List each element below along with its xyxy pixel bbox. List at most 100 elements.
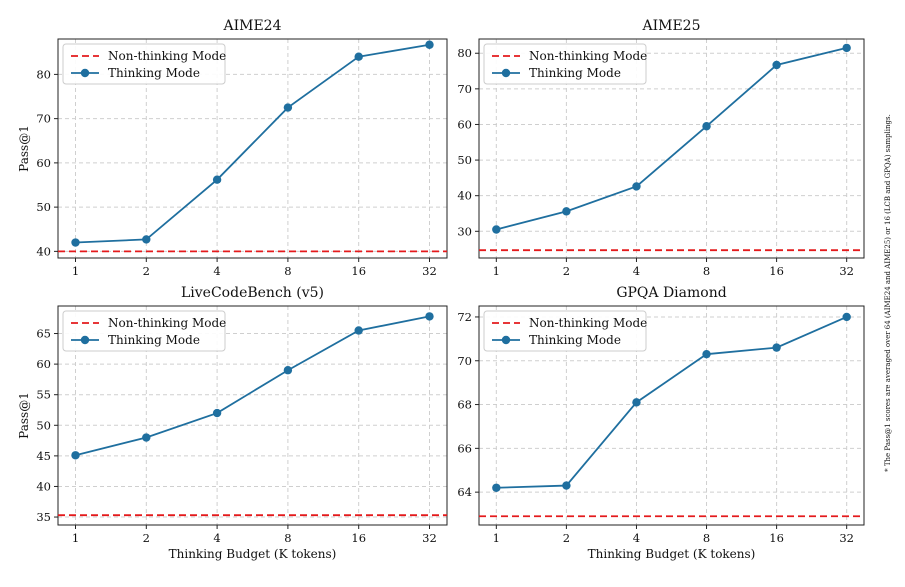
- y-tick-label: 60: [457, 117, 472, 131]
- y-tick-label: 40: [36, 479, 51, 493]
- thinking-mode-point: [71, 451, 80, 460]
- x-tick-label: 16: [351, 531, 366, 545]
- legend-swatch-marker: [80, 335, 90, 345]
- x-tick-label: 4: [633, 264, 640, 278]
- legend-label: Thinking Mode: [529, 333, 621, 347]
- thinking-mode-point: [492, 225, 501, 234]
- x-tick-label: 32: [839, 531, 854, 545]
- x-tick-label: 1: [72, 264, 79, 278]
- x-tick-label: 4: [633, 531, 640, 545]
- chart-panel-2: 1 2 4 8 16 32 30 40 50 60 70 80 AIME25 Non-thinking M…: [457, 18, 865, 278]
- plot-frame: [57, 305, 448, 526]
- thinking-mode-point: [354, 326, 363, 335]
- x-tick-label: 4: [213, 264, 220, 278]
- thinking-mode-point: [562, 207, 571, 216]
- x-tick-label: 1: [493, 531, 500, 545]
- legend-label: Non-thinking Mode: [529, 49, 647, 63]
- y-tick-label: 72: [457, 310, 472, 324]
- legend-swatch-marker: [501, 335, 511, 345]
- legend-label: Thinking Mode: [108, 333, 200, 347]
- x-tick-label: 32: [839, 264, 854, 278]
- chart-title: LiveCodeBench (v5): [181, 285, 324, 301]
- chart-panel-1: 1 2 4 8 16 32 40 50 60 70 80 AIME24 Pass@1 Non-thinki…: [17, 18, 448, 278]
- thinking-mode-point: [425, 312, 434, 321]
- y-tick-label: 80: [36, 67, 51, 81]
- legend: Non-thinking Mode Thinking Mode: [62, 43, 226, 85]
- thinking-mode-line: [75, 43, 430, 244]
- footnote: * The Pass@1 scores are averaged over 64…: [884, 114, 892, 472]
- thinking-mode-point: [632, 398, 641, 407]
- thinking-mode-point: [354, 52, 363, 61]
- thinking-mode-point: [772, 60, 781, 70]
- thinking-mode-point: [702, 349, 711, 359]
- x-tick-label: 8: [703, 264, 710, 278]
- y-axis-label: Pass@1: [17, 125, 31, 172]
- thinking-mode-point: [842, 43, 851, 53]
- y-tick-label: 70: [457, 354, 472, 368]
- y-tick-label: 45: [36, 449, 51, 463]
- plot-frame: [478, 38, 865, 259]
- x-tick-label: 16: [351, 264, 366, 278]
- legend: Non-thinking Mode Thinking Mode: [483, 310, 647, 352]
- chart-title: GPQA Diamond: [616, 285, 726, 301]
- x-tick-label: 16: [769, 531, 784, 545]
- y-tick-label: 64: [457, 485, 472, 499]
- y-tick-label: 60: [36, 357, 51, 371]
- thinking-mode-point: [842, 312, 851, 322]
- thinking-mode-line: [496, 47, 847, 231]
- legend-box: [483, 43, 647, 85]
- y-tick-label: 70: [36, 112, 51, 126]
- plot-frame: [478, 305, 865, 526]
- y-tick-label: 66: [457, 441, 472, 455]
- thinking-mode-line: [496, 316, 848, 489]
- legend: Non-thinking Mode Thinking Mode: [62, 310, 226, 352]
- x-tick-label: 1: [72, 531, 79, 545]
- y-tick-label: 70: [457, 82, 472, 96]
- x-tick-label: 16: [769, 264, 784, 278]
- x-tick-label: 32: [422, 264, 437, 278]
- legend-label: Thinking Mode: [529, 66, 621, 80]
- x-axis-label: Thinking Budget (K tokens): [169, 547, 337, 561]
- y-tick-label: 50: [457, 153, 472, 167]
- legend-swatch-marker: [80, 68, 90, 78]
- legend-label: Non-thinking Mode: [108, 316, 226, 330]
- thinking-mode-point: [142, 235, 151, 244]
- thinking-mode-point: [562, 481, 571, 490]
- thinking-mode-point: [425, 40, 434, 49]
- x-tick-label: 8: [703, 531, 710, 545]
- thinking-mode-point: [702, 122, 711, 131]
- thinking-mode-point: [212, 175, 222, 184]
- y-tick-label: 55: [36, 388, 51, 402]
- x-tick-label: 2: [563, 531, 570, 545]
- legend-box: [62, 43, 226, 85]
- x-tick-label: 8: [284, 264, 291, 278]
- legend-box: [62, 310, 226, 352]
- y-tick-label: 40: [457, 189, 472, 203]
- plot-frame: [57, 38, 448, 259]
- thinking-mode-point: [492, 483, 501, 492]
- chart-panel-4: 1 2 4 8 16 32 64 66 68 70 72 GPQA Diamond Thinking B…: [457, 285, 865, 561]
- x-tick-label: 32: [422, 531, 437, 545]
- x-tick-label: 2: [143, 264, 150, 278]
- thinking-mode-point: [212, 408, 222, 418]
- x-tick-label: 2: [143, 531, 150, 545]
- y-tick-label: 30: [457, 224, 472, 238]
- thinking-mode-point: [283, 103, 293, 112]
- legend-label: Thinking Mode: [108, 66, 200, 80]
- y-tick-label: 68: [457, 398, 472, 412]
- thinking-mode-point: [142, 433, 151, 442]
- y-tick-label: 65: [36, 327, 51, 341]
- thinking-mode-line: [75, 315, 430, 457]
- y-tick-label: 60: [36, 156, 51, 170]
- x-axis-label: Thinking Budget (K tokens): [588, 547, 756, 561]
- x-tick-label: 2: [563, 264, 570, 278]
- legend-label: Non-thinking Mode: [529, 316, 647, 330]
- y-tick-label: 50: [36, 200, 51, 214]
- legend-box: [483, 310, 647, 352]
- y-tick-label: 80: [457, 46, 472, 60]
- legend-swatch-marker: [501, 68, 511, 78]
- chart-title: AIME25: [641, 18, 700, 34]
- y-tick-label: 40: [36, 244, 51, 258]
- chart-panel-3: 1 2 4 8 16 32 35 40 45 50 55 60 65 LiveCodeBench (v5)…: [17, 285, 448, 561]
